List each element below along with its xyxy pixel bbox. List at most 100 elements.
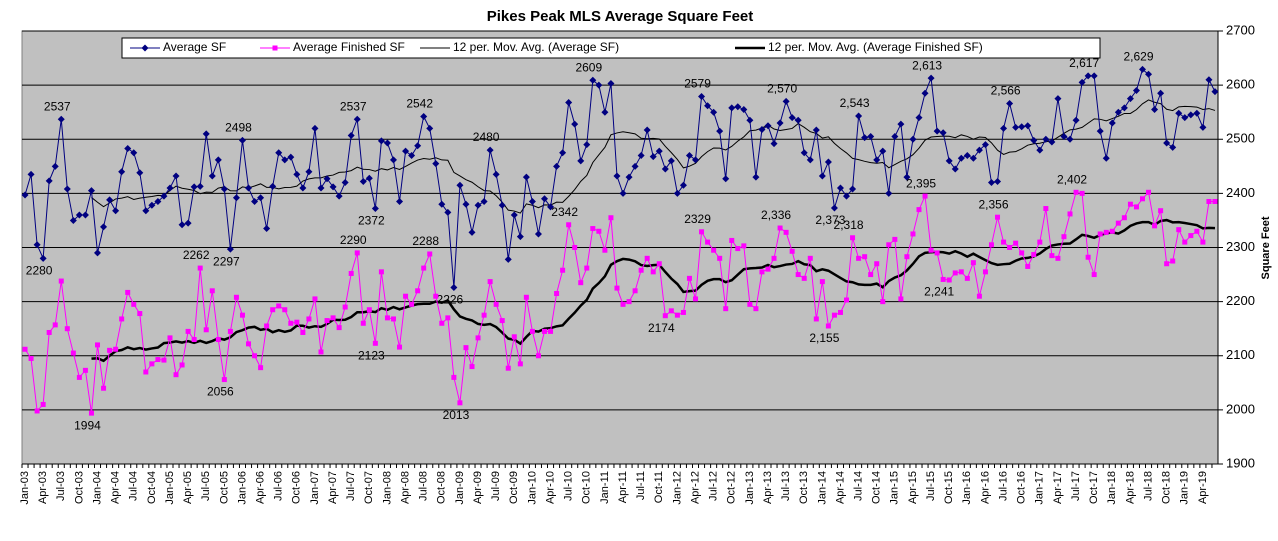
point [976,293,982,299]
x-tick-label: Apr-09 [472,471,484,504]
x-tick-label: Jan-06 [236,471,248,505]
point [529,328,535,334]
x-tick-label: Oct-15 [943,471,955,504]
data-label: 2537 [340,99,367,113]
point [299,184,307,192]
point [372,340,378,346]
data-label: 2,617 [1069,56,1099,70]
point [511,334,517,340]
point [1031,252,1037,258]
point [1164,261,1170,267]
chart-title: Pikes Peak MLS Average Square Feet [487,8,754,25]
point [987,179,995,187]
point [662,313,668,319]
point [789,248,795,254]
point [421,265,427,271]
point [1158,208,1164,214]
point [517,361,523,367]
point [28,355,34,361]
point [909,135,917,143]
point [886,242,892,248]
point [861,134,869,142]
point [565,98,573,106]
point [119,316,125,322]
point [1187,111,1195,119]
point [474,201,482,209]
point [649,153,657,161]
point [408,151,416,159]
point [239,312,245,318]
point [82,367,88,373]
point [560,267,566,273]
point [964,275,970,281]
point [95,342,101,348]
point [813,316,819,322]
point [184,219,192,227]
point [87,187,95,195]
point [655,147,663,155]
moving-average [91,99,1216,214]
point [1151,105,1159,113]
point [480,197,488,205]
point [596,228,602,234]
point [221,377,227,383]
point [995,214,1001,220]
x-tick-label: Jul-04 [128,471,140,501]
data-label: 2288 [412,234,439,248]
point [287,153,295,161]
point [1097,231,1103,237]
point [463,345,469,351]
point [215,337,221,343]
x-tick-label: Jan-17 [1034,471,1046,505]
point [451,374,457,380]
x-tick-label: Jan-14 [816,471,828,505]
point [668,308,674,314]
point [1211,88,1219,96]
x-tick-label: Jan-12 [671,471,683,505]
point [481,312,487,318]
point [951,165,959,173]
point [433,293,439,299]
point [1139,196,1145,202]
point [1109,228,1115,234]
x-tick-label: Jul-17 [1070,471,1082,501]
point [354,250,360,256]
point [1000,124,1008,132]
point [831,312,837,318]
point [173,372,179,378]
point [444,208,452,216]
point [365,174,373,182]
point [45,177,53,185]
point [1012,123,1020,131]
data-label: 2290 [340,233,367,247]
point [661,165,669,173]
point [131,301,137,307]
point [704,102,712,110]
point [190,183,198,191]
point [625,173,633,181]
data-label: 1994 [74,418,101,432]
legend-marker [141,44,149,52]
point [559,149,567,157]
point [238,136,246,144]
point [1199,123,1207,131]
legend-label: 12 per. Mov. Avg. (Average Finished SF) [768,40,983,54]
x-tick-label: Jan-16 [961,471,973,505]
point [499,318,505,324]
y-tick-label: 2300 [1226,239,1255,254]
data-label: 2,241 [924,285,954,299]
point [981,141,989,149]
point [281,156,289,164]
point [197,265,203,271]
point [988,242,994,248]
point [746,116,754,124]
point [1084,72,1092,80]
point [39,254,47,262]
point [970,260,976,266]
point [837,309,843,315]
point [753,306,759,312]
point [958,269,964,275]
point [764,122,772,130]
data-label: 2,155 [809,331,839,345]
point [203,327,209,333]
